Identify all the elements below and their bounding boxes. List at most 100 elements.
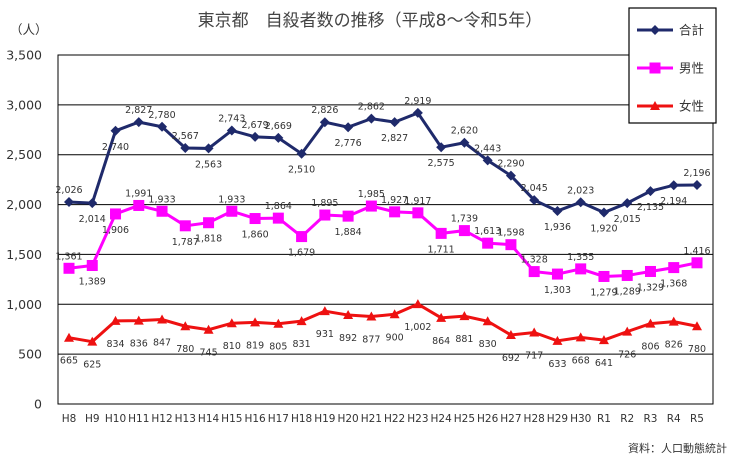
total-series — [64, 107, 702, 218]
total-point — [668, 180, 679, 191]
male-point — [296, 231, 308, 243]
total-labels: 2,0262,0142,7402,8272,7802,5672,5632,743… — [55, 96, 710, 235]
total-data-label: 2,620 — [451, 126, 478, 137]
female-data-label: 877 — [362, 335, 380, 346]
x-tick-label: H27 — [500, 413, 521, 425]
total-data-label: 1,920 — [590, 224, 617, 235]
male-point — [342, 210, 354, 222]
x-tick-label: H14 — [198, 413, 220, 425]
female-point — [482, 316, 493, 326]
total-data-label: 2,026 — [55, 185, 82, 196]
female-data-label: 881 — [455, 334, 473, 345]
y-tick-label: 2,500 — [6, 147, 42, 162]
legend-label-female: 女性 — [679, 99, 704, 114]
total-data-label: 2,443 — [474, 143, 501, 154]
total-data-label: 2,679 — [241, 120, 268, 131]
female-data-label: 633 — [548, 359, 566, 370]
total-point — [575, 197, 586, 208]
total-point — [366, 113, 377, 124]
female-data-label: 668 — [572, 355, 590, 366]
male-point — [63, 262, 75, 274]
male-point — [249, 213, 261, 225]
x-tick-label: H18 — [291, 413, 312, 425]
female-point — [459, 311, 470, 321]
total-data-label: 2,510 — [288, 165, 315, 176]
total-data-label: 2,826 — [311, 105, 338, 116]
female-data-label: 1,002 — [404, 322, 431, 333]
female-point — [180, 321, 191, 331]
female-point — [598, 335, 609, 345]
total-point — [250, 131, 261, 142]
x-tick-label: H30 — [570, 413, 591, 425]
male-point — [528, 266, 540, 278]
legend-marker-total — [650, 25, 660, 35]
female-data-label: 810 — [223, 341, 241, 352]
total-data-label: 2,196 — [683, 168, 710, 179]
total-point — [273, 132, 284, 143]
male-data-label: 1,355 — [567, 252, 594, 263]
male-data-label: 1,613 — [474, 226, 501, 237]
male-data-label: 1,991 — [125, 188, 152, 199]
total-point — [389, 117, 400, 128]
y-tick-label: 0 — [34, 397, 42, 412]
x-tick-label: H26 — [477, 413, 499, 425]
male-data-label: 1,598 — [497, 228, 524, 239]
total-point — [412, 107, 423, 118]
male-data-label: 1,917 — [404, 196, 431, 207]
male-point — [482, 237, 494, 249]
female-point — [645, 318, 656, 328]
total-line — [68, 111, 698, 215]
x-tick-label: H29 — [547, 413, 568, 425]
total-point — [203, 143, 214, 154]
male-point — [156, 205, 168, 217]
female-data-label: 892 — [339, 333, 357, 344]
female-data-label: 780 — [688, 344, 706, 355]
female-data-label: 831 — [293, 339, 311, 350]
total-point — [552, 205, 563, 216]
total-point — [319, 117, 330, 128]
female-data-label: 717 — [525, 351, 543, 362]
male-point — [133, 199, 145, 211]
x-tick-label: H25 — [454, 413, 475, 425]
male-data-label: 1,895 — [311, 198, 338, 209]
male-point — [598, 270, 610, 282]
x-tick-label: H21 — [361, 413, 382, 425]
x-tick-label: H24 — [431, 413, 453, 425]
male-data-label: 1,303 — [544, 285, 571, 296]
female-point — [389, 309, 400, 319]
female-data-label: 819 — [246, 340, 264, 351]
total-point — [598, 207, 609, 218]
male-data-label: 1,328 — [521, 255, 548, 266]
total-point — [436, 142, 447, 153]
female-point — [366, 311, 377, 321]
total-data-label: 2,862 — [358, 102, 385, 113]
female-point — [529, 327, 540, 337]
female-labels: 665 625 834 836 847 780 745 810 819 805 831 931 892 8… — [60, 322, 706, 371]
total-point — [157, 121, 168, 132]
male-point — [435, 227, 447, 239]
total-point — [529, 195, 540, 206]
total-point — [459, 137, 470, 148]
female-point — [552, 335, 563, 345]
x-tick-label: R3 — [643, 413, 657, 425]
female-data-label: 641 — [595, 358, 613, 369]
male-data-label: 1,927 — [381, 195, 408, 206]
x-tick-label: H9 — [85, 413, 100, 425]
legend-label-total: 合計 — [679, 23, 704, 38]
plot-frame — [57, 54, 714, 405]
male-data-label: 1,864 — [265, 201, 292, 212]
male-point — [319, 209, 331, 221]
plot-area: 0 500 1,000 1,500 2,000 2,500 3,000 3,500 H8 H9 H1… — [6, 48, 714, 425]
female-point — [226, 318, 237, 328]
female-point — [319, 306, 330, 316]
female-data-label: 826 — [665, 340, 683, 351]
female-data-label: 900 — [386, 332, 404, 343]
female-data-label: 805 — [269, 342, 287, 353]
total-data-label: 2,290 — [497, 159, 524, 170]
male-data-label: 1,818 — [195, 234, 222, 245]
total-data-label: 2,563 — [195, 159, 222, 170]
total-data-label: 2,743 — [218, 113, 245, 124]
female-data-label: 692 — [502, 353, 520, 364]
y-tick-label: 3,000 — [6, 97, 42, 112]
